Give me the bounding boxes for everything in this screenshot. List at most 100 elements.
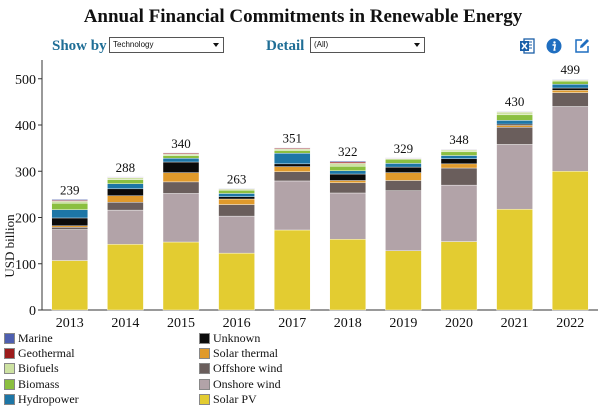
show-by-dropdown[interactable]: Technology (109, 37, 224, 53)
bar-segment-offshore-wind[interactable] (496, 127, 533, 145)
bar-segment-unknown[interactable] (274, 163, 311, 167)
bar-segment-offshore-wind[interactable] (218, 204, 255, 217)
bar-segment-unknown[interactable] (51, 217, 88, 227)
bar-segment-biomass[interactable] (218, 190, 255, 194)
bar-segment-onshore-wind[interactable] (218, 215, 255, 254)
bar-segment-hydropower[interactable] (162, 158, 200, 163)
edit-icon[interactable] (574, 38, 590, 54)
bar-segment-solar-thermal[interactable] (274, 166, 311, 172)
bar-segment-solar-thermal[interactable] (107, 195, 144, 203)
bar-segment-unknown[interactable] (162, 161, 200, 173)
bar-segment-solar-pv[interactable] (496, 208, 533, 311)
info-icon[interactable] (546, 38, 562, 54)
bar-segment-solar-thermal[interactable] (51, 225, 88, 228)
bar-segment-biomass[interactable] (552, 80, 589, 85)
bar-segment-biofuels[interactable] (440, 149, 478, 153)
excel-export-icon[interactable] (519, 38, 535, 54)
bar-segment-offshore-wind[interactable] (329, 182, 366, 194)
bar-segment-onshore-wind[interactable] (107, 209, 144, 245)
bar-segment-offshore-wind[interactable] (107, 202, 144, 211)
bar-segment-offshore-wind[interactable] (385, 180, 422, 191)
bar-segment-unknown[interactable] (496, 123, 533, 126)
bar-segment-biofuels[interactable] (51, 201, 88, 204)
y-axis-label: USD billion (2, 214, 17, 278)
legend-swatch (199, 363, 210, 375)
bar-segment-solar-thermal[interactable] (385, 172, 422, 181)
bar-segment-solar-thermal[interactable] (162, 172, 200, 183)
bar-segment-biomass[interactable] (107, 179, 144, 184)
bar-segment-hydropower[interactable] (329, 170, 366, 175)
y-tick-label: 0 (29, 304, 36, 319)
chart-title: Annual Financial Commitments in Renewabl… (83, 6, 523, 27)
bar-segment-geothermal[interactable] (329, 161, 366, 164)
bar-segment-marine[interactable] (51, 199, 88, 201)
bar-segment-offshore-wind[interactable] (274, 171, 311, 182)
bar-segment-biofuels[interactable] (107, 177, 144, 180)
legend-swatch (4, 363, 15, 375)
bar-segment-hydropower[interactable] (440, 155, 478, 159)
x-tick-label: 2019 (389, 316, 417, 330)
bar-segment-biomass[interactable] (329, 165, 366, 171)
bar-segment-solar-thermal[interactable] (218, 198, 255, 205)
bar-segment-hydropower[interactable] (218, 193, 255, 197)
bar-segment-solar-pv[interactable] (218, 252, 255, 311)
legend-swatch (4, 393, 15, 405)
bar-segment-unknown[interactable] (385, 166, 422, 173)
bar-segment-solar-pv[interactable] (385, 250, 422, 311)
bar-segment-biomass[interactable] (385, 159, 422, 164)
bar-segment-hydropower[interactable] (385, 163, 422, 168)
legend-label: Hydropower (18, 391, 79, 406)
bar-segment-biofuels[interactable] (274, 148, 311, 151)
bar-segment-unknown[interactable] (107, 188, 144, 196)
bar-total-label: 288 (116, 160, 136, 175)
bar-segment-unknown[interactable] (329, 173, 366, 181)
bar-segment-hydropower[interactable] (274, 153, 311, 165)
bar-segment-marine[interactable] (329, 160, 366, 163)
bar-segment-unknown[interactable] (552, 87, 589, 91)
bar-segment-biofuels[interactable] (162, 153, 200, 156)
bar-segment-onshore-wind[interactable] (329, 192, 366, 240)
bar-segment-biomass[interactable] (51, 202, 88, 210)
bar-segment-offshore-wind[interactable] (51, 227, 88, 230)
bar-segment-solar-pv[interactable] (440, 241, 478, 311)
bar-segment-biomass[interactable] (440, 151, 478, 156)
bar-segment-solar-thermal[interactable] (496, 125, 533, 128)
bar-segment-unknown[interactable] (440, 158, 478, 165)
bar-segment-solar-thermal[interactable] (329, 180, 366, 184)
bar-segment-solar-pv[interactable] (107, 244, 144, 311)
bar-segment-solar-thermal[interactable] (440, 163, 478, 169)
legend-label: Solar thermal (213, 346, 278, 361)
bar-total-label: 239 (60, 182, 80, 197)
bar-segment-hydropower[interactable] (107, 183, 144, 190)
bar-segment-solar-pv[interactable] (162, 241, 200, 311)
bar-segment-offshore-wind[interactable] (162, 181, 200, 194)
bar-segment-onshore-wind[interactable] (51, 229, 88, 261)
bar-segment-biomass[interactable] (496, 114, 533, 121)
bar-segment-onshore-wind[interactable] (440, 184, 478, 242)
bar-segment-unknown[interactable] (218, 196, 255, 200)
bar-segment-onshore-wind[interactable] (496, 144, 533, 210)
bar-segment-onshore-wind[interactable] (385, 190, 422, 252)
bar-segment-hydropower[interactable] (496, 120, 533, 125)
bar-segment-solar-pv[interactable] (51, 260, 88, 311)
show-by-label: Show by (52, 38, 107, 54)
bar-segment-onshore-wind[interactable] (552, 106, 589, 172)
bar-segment-solar-pv[interactable] (274, 229, 311, 311)
bar-segment-solar-pv[interactable] (329, 239, 366, 311)
bar-segment-onshore-wind[interactable] (162, 193, 200, 243)
bar-segment-offshore-wind[interactable] (552, 92, 589, 107)
bar-segment-solar-thermal[interactable] (552, 90, 589, 93)
detail-dropdown[interactable]: (All) (310, 37, 425, 53)
bar-segment-onshore-wind[interactable] (274, 180, 311, 231)
bar-segment-biomass[interactable] (162, 155, 200, 159)
bar-segment-biofuels[interactable] (329, 163, 366, 167)
legend-label: Unknown (213, 331, 261, 345)
legend-label: Solar PV (213, 391, 257, 406)
bar-segment-biomass[interactable] (274, 150, 311, 154)
bar-segment-biofuels[interactable] (496, 111, 533, 116)
bar-segment-hydropower[interactable] (51, 209, 88, 219)
bar-segment-offshore-wind[interactable] (440, 167, 478, 186)
bar-segment-solar-pv[interactable] (552, 171, 589, 311)
detail-value: (All) (314, 40, 329, 49)
bar-segment-hydropower[interactable] (552, 84, 589, 89)
